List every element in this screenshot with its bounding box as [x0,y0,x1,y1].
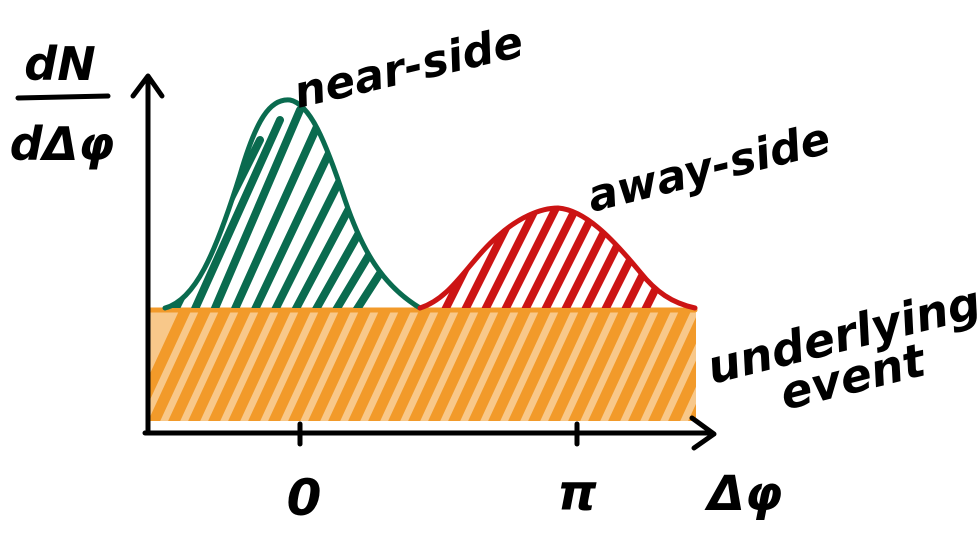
near-side-peak [162,97,423,311]
x-tick-label-0: 0 [287,469,322,527]
underlying-event-band [145,307,698,421]
x-tick-label-pi: π [557,464,597,522]
y-axis-numerator: dN [24,37,95,91]
y-axis-denominator: dΔφ [10,117,115,171]
away-side-label: away-side [582,113,835,223]
x-axis-label: Δφ [704,466,783,522]
away-side-peak [417,205,698,311]
y-axis-fraction-bar [15,93,111,101]
x-axis [142,415,717,451]
near-side-label: near-side [289,17,528,119]
y-axis [130,73,165,436]
